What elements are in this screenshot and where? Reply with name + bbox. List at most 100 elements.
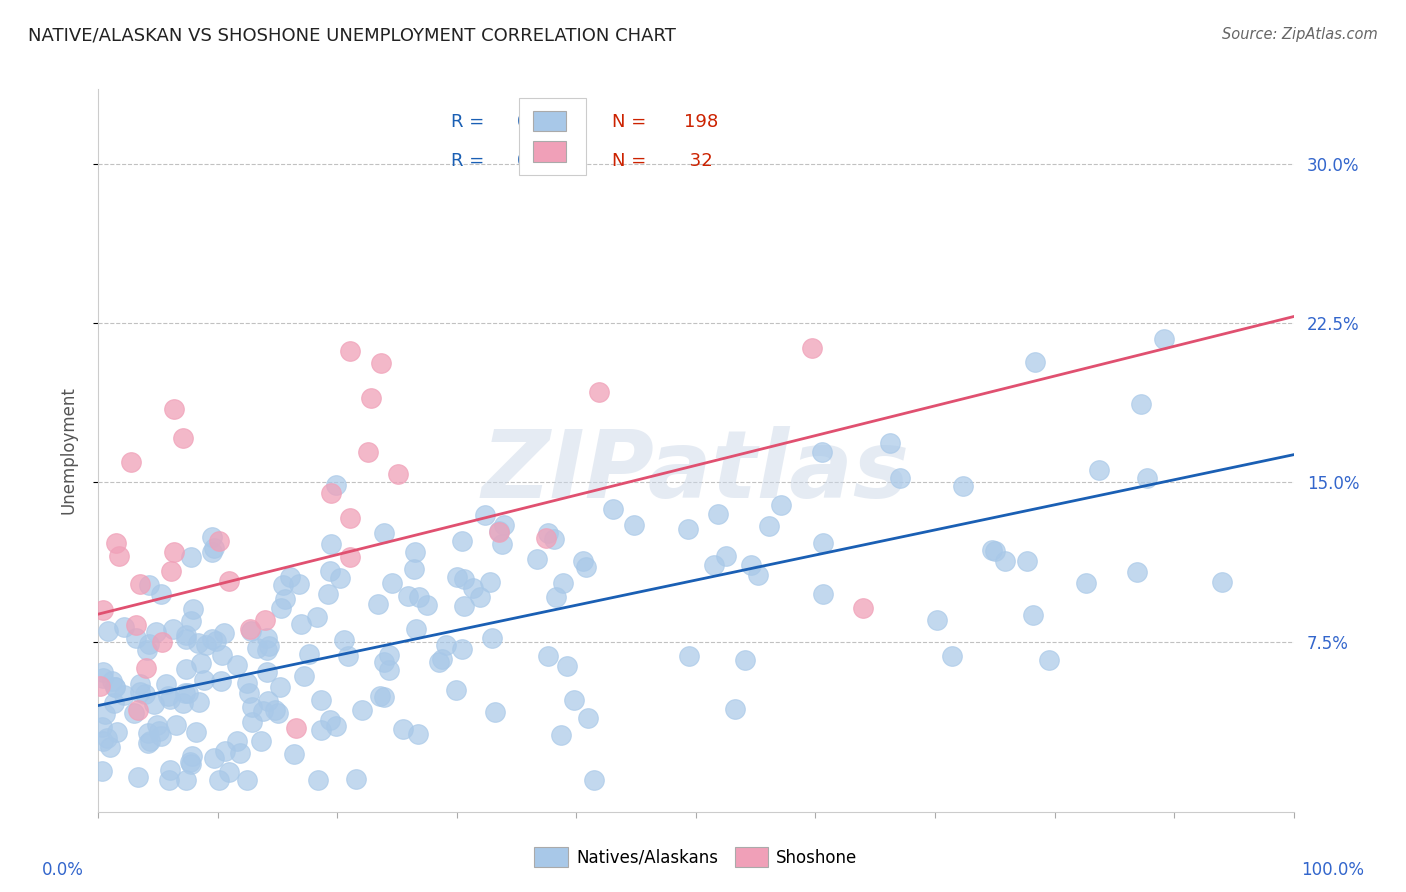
Point: [481, 631, 503, 645]
Text: N =: N =: [613, 153, 652, 170]
Point: [492, 517, 515, 532]
Point: [678, 649, 700, 664]
Point: [321, 486, 343, 500]
Point: [370, 355, 392, 369]
Point: [146, 718, 169, 732]
Point: [1153, 332, 1175, 346]
Point: [174, 628, 197, 642]
Point: [138, 734, 160, 748]
Point: [1024, 355, 1046, 369]
Point: [127, 702, 149, 716]
Point: [112, 619, 135, 633]
Point: [378, 663, 401, 677]
Point: [678, 522, 700, 536]
Point: [1022, 608, 1045, 623]
Point: [298, 647, 321, 661]
Point: [264, 703, 287, 717]
Point: [104, 680, 127, 694]
Point: [373, 690, 395, 704]
Point: [811, 587, 834, 601]
Point: [180, 549, 202, 564]
Point: [150, 587, 173, 601]
Point: [259, 639, 281, 653]
Point: [96, 731, 118, 745]
Point: [1211, 574, 1233, 589]
Point: [90, 764, 112, 778]
Point: [202, 541, 225, 556]
Point: [238, 686, 260, 700]
Point: [889, 471, 911, 485]
Point: [218, 765, 240, 780]
Point: [284, 722, 307, 736]
Point: [108, 549, 131, 563]
Point: [122, 706, 145, 721]
Point: [526, 551, 548, 566]
Point: [283, 747, 305, 761]
Point: [135, 643, 157, 657]
Point: [172, 431, 194, 445]
Point: [105, 724, 128, 739]
Point: [204, 634, 226, 648]
Point: [811, 536, 834, 550]
Point: [179, 756, 201, 770]
Point: [145, 625, 167, 640]
Point: [402, 562, 425, 576]
Point: [994, 554, 1017, 568]
Point: [329, 571, 352, 585]
Point: [181, 602, 204, 616]
Point: [360, 391, 382, 405]
Point: [434, 638, 457, 652]
Point: [623, 517, 645, 532]
Point: [344, 772, 367, 786]
Point: [209, 674, 232, 689]
Point: [271, 578, 294, 592]
Point: [1129, 396, 1152, 410]
Point: [405, 622, 427, 636]
Point: [165, 718, 187, 732]
Point: [250, 734, 273, 748]
Point: [381, 576, 404, 591]
Point: [190, 657, 212, 671]
Point: [941, 649, 963, 664]
Point: [201, 530, 224, 544]
Point: [256, 643, 278, 657]
Point: [129, 677, 152, 691]
Point: [257, 694, 280, 708]
Point: [159, 565, 181, 579]
Point: [129, 684, 152, 698]
Point: [470, 590, 492, 604]
Point: [162, 545, 184, 559]
Point: [488, 525, 510, 540]
Point: [536, 531, 558, 545]
Text: 198: 198: [685, 112, 718, 131]
Point: [239, 622, 262, 636]
Text: NATIVE/ALASKAN VS SHOSHONE UNEMPLOYMENT CORRELATION CHART: NATIVE/ALASKAN VS SHOSHONE UNEMPLOYMENT …: [28, 27, 676, 45]
Point: [91, 665, 114, 680]
Point: [162, 622, 184, 636]
Point: [339, 344, 361, 359]
Point: [159, 764, 181, 778]
Point: [97, 624, 120, 638]
Point: [703, 558, 725, 573]
Point: [714, 549, 737, 563]
Point: [193, 673, 215, 688]
Point: [484, 706, 506, 720]
Point: [177, 686, 200, 700]
Point: [396, 589, 419, 603]
Point: [273, 591, 295, 606]
Point: [446, 570, 468, 584]
Point: [104, 680, 127, 694]
Point: [430, 651, 453, 665]
Point: [463, 581, 485, 595]
Point: [267, 706, 290, 720]
Point: [488, 524, 510, 539]
Point: [112, 688, 135, 702]
Point: [367, 597, 389, 611]
Point: [91, 734, 114, 748]
Point: [101, 674, 124, 689]
Point: [734, 653, 756, 667]
Point: [1074, 575, 1097, 590]
Point: [491, 537, 513, 551]
Point: [256, 665, 278, 679]
Point: [758, 519, 780, 533]
